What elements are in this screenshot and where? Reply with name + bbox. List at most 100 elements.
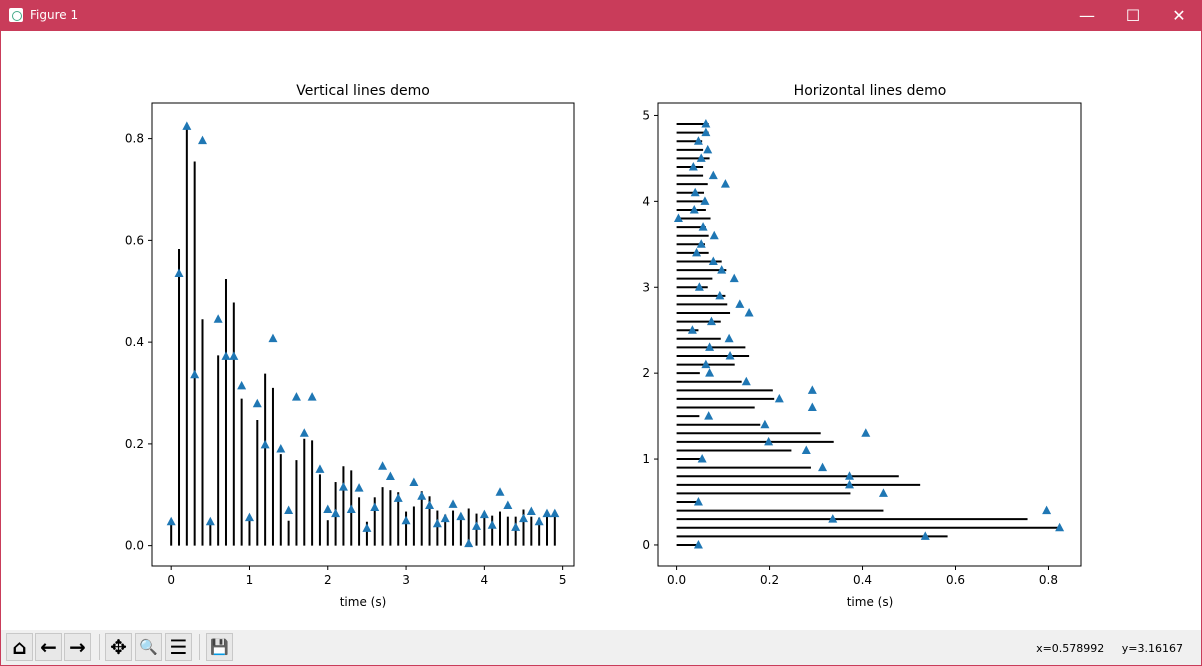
triangle-marker (845, 471, 855, 480)
triangle-marker (354, 483, 364, 492)
triangle-marker (807, 402, 817, 412)
x-tick-label: 0.4 (853, 573, 872, 587)
triangle-marker (370, 502, 380, 511)
triangle-marker (166, 516, 176, 526)
triangle-marker (550, 508, 560, 518)
triangle-marker (920, 531, 930, 540)
triangle-marker (448, 499, 458, 508)
sliders-icon: ☰ (169, 635, 188, 659)
triangle-marker (700, 196, 710, 205)
triangle-marker (385, 471, 395, 480)
y-tick-label: 3 (642, 280, 650, 294)
move-icon: ✥ (110, 635, 127, 659)
minimize-button[interactable]: — (1079, 6, 1095, 25)
triangle-marker (237, 380, 247, 390)
triangle-marker (542, 508, 552, 518)
triangle-marker (687, 325, 697, 334)
app-icon (9, 8, 23, 22)
triangle-marker (346, 504, 356, 514)
triangle-marker (190, 369, 200, 379)
y-tick-label: 0.2 (125, 437, 144, 451)
triangle-marker (472, 521, 482, 530)
back-button[interactable]: ← (35, 633, 62, 661)
x-tick-label: 5 (559, 573, 567, 587)
triangle-marker (705, 368, 715, 377)
pan-button[interactable]: ✥ (105, 633, 132, 661)
triangle-marker (495, 487, 505, 496)
configure-subplots-button[interactable]: ☰ (165, 633, 192, 661)
navigation-toolbar: ⌂ ← → ✥ 🔍 ☰ 💾 x=0.578992 y=3.16167 (1, 630, 1201, 665)
triangle-marker (807, 385, 817, 394)
x-tick-label: 1 (246, 573, 254, 587)
x-tick-label: 2 (324, 573, 332, 587)
axes-title: Horizontal lines demo (794, 83, 947, 99)
triangle-marker (244, 512, 254, 522)
axes-title: Vertical lines demo (296, 83, 430, 99)
home-button[interactable]: ⌂ (6, 633, 33, 661)
axes-horizontal-lines: Horizontal lines demo time (s) 0.0 0.2 0.4… (642, 83, 1082, 609)
triangle-marker (1055, 522, 1065, 532)
triangle-marker (693, 136, 703, 145)
triangle-marker (701, 119, 711, 128)
coord-y: y=3.16167 (1121, 642, 1183, 655)
axes-vertical-lines: Vertical lines demo time (s) 0 1 2 3 4 5 0.0 0.… (125, 83, 575, 609)
triangle-marker (221, 351, 231, 360)
triangle-marker (197, 135, 207, 145)
triangle-marker (741, 376, 751, 386)
triangle-marker (440, 513, 450, 523)
zoom-button[interactable]: 🔍 (135, 633, 162, 661)
triangle-marker (534, 516, 544, 526)
triangle-marker (205, 516, 215, 526)
x-axis-label: time (s) (847, 595, 894, 609)
y-tick-label: 0.4 (125, 335, 144, 349)
triangle-marker (701, 359, 711, 369)
home-icon: ⌂ (12, 635, 27, 659)
triangle-marker (729, 273, 739, 283)
figure-canvas[interactable]: Vertical lines demo time (s) 0 1 2 3 4 5 0.0 0.… (0, 31, 1202, 630)
save-button[interactable]: 💾 (206, 633, 233, 661)
triangle-marker (378, 461, 388, 470)
forward-button[interactable]: → (64, 633, 91, 661)
triangle-marker (331, 508, 341, 518)
triangle-marker (174, 268, 184, 277)
coord-x: x=0.578992 (1036, 642, 1105, 655)
triangle-marker (315, 464, 325, 473)
triangle-marker (323, 504, 333, 514)
triangle-marker (878, 488, 888, 497)
triangle-marker (338, 482, 348, 491)
triangle-marker (673, 213, 683, 223)
triangle-marker (401, 515, 411, 525)
triangle-marker (526, 506, 536, 516)
triangle-marker (519, 513, 529, 523)
triangle-marker (268, 333, 278, 343)
title-bar: Figure 1 — ☐ ✕ (0, 0, 1202, 31)
triangle-marker (706, 316, 716, 326)
triangle-marker (774, 393, 784, 403)
triangle-marker (432, 518, 442, 528)
cursor-coordinates: x=0.578992 y=3.16167 (1022, 642, 1183, 655)
x-tick-label: 3 (402, 573, 410, 587)
maximize-button[interactable]: ☐ (1125, 6, 1141, 25)
y-tick-label: 2 (642, 366, 650, 380)
triangle-marker (845, 479, 855, 489)
y-tick-label: 4 (642, 194, 650, 208)
triangle-marker (362, 523, 372, 532)
triangle-marker (708, 256, 718, 265)
triangle-marker (717, 265, 727, 274)
triangle-marker (1042, 505, 1052, 515)
triangle-marker (182, 121, 192, 130)
triangle-marker (252, 398, 262, 408)
y-tick-label: 0.6 (125, 233, 144, 247)
triangle-marker (725, 350, 735, 360)
back-arrow-icon: ← (40, 635, 57, 659)
axes-frame (657, 102, 1082, 567)
close-button[interactable]: ✕ (1172, 6, 1186, 25)
x-tick-label: 0.2 (760, 573, 779, 587)
triangle-marker (701, 127, 711, 137)
triangle-marker (409, 477, 419, 487)
triangle-marker (861, 428, 871, 437)
y-tick-label: 0 (642, 538, 650, 552)
axes-frame (151, 102, 575, 567)
triangle-marker (425, 500, 435, 509)
triangle-marker (696, 239, 706, 248)
